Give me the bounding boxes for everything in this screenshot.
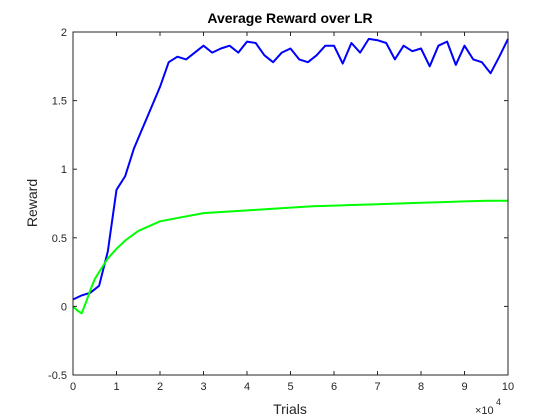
x-tick-label: 6 bbox=[331, 381, 337, 393]
y-axis-label: Reward bbox=[24, 179, 40, 227]
x-tick-label: 9 bbox=[461, 381, 467, 393]
x-scale-multiplier: ×10 bbox=[475, 405, 494, 417]
series-line-2 bbox=[72, 199, 508, 315]
x-tick-label: 1 bbox=[113, 381, 119, 393]
y-tick-label: 0 bbox=[61, 301, 67, 313]
x-tick-label: 3 bbox=[200, 381, 206, 393]
x-scale-exponent: 4 bbox=[496, 397, 501, 407]
x-tick-label: 7 bbox=[374, 381, 380, 393]
x-tick-label: 0 bbox=[70, 381, 76, 393]
y-tick-label: 0.5 bbox=[52, 233, 67, 245]
x-tick-label: 5 bbox=[287, 381, 293, 393]
y-tick-label: 1.5 bbox=[52, 96, 67, 108]
x-tick-label: 2 bbox=[157, 381, 163, 393]
x-tick-label: 10 bbox=[502, 381, 514, 393]
chart-title: Average Reward over LR bbox=[207, 10, 372, 26]
plot-area bbox=[73, 32, 508, 375]
y-tick-label: 2 bbox=[61, 27, 67, 39]
y-tick-label: -0.5 bbox=[48, 370, 67, 382]
x-tick-label: 4 bbox=[244, 381, 250, 393]
x-axis-label: Trials bbox=[273, 401, 307, 417]
y-tick-label: 1 bbox=[61, 164, 67, 176]
x-tick-label: 8 bbox=[418, 381, 424, 393]
series-layer bbox=[72, 37, 509, 315]
tick-layer: 0 1 2 3 4 5 6 7 8 9 10-0.500.511.52 bbox=[48, 27, 514, 393]
series-line-1 bbox=[72, 37, 509, 301]
